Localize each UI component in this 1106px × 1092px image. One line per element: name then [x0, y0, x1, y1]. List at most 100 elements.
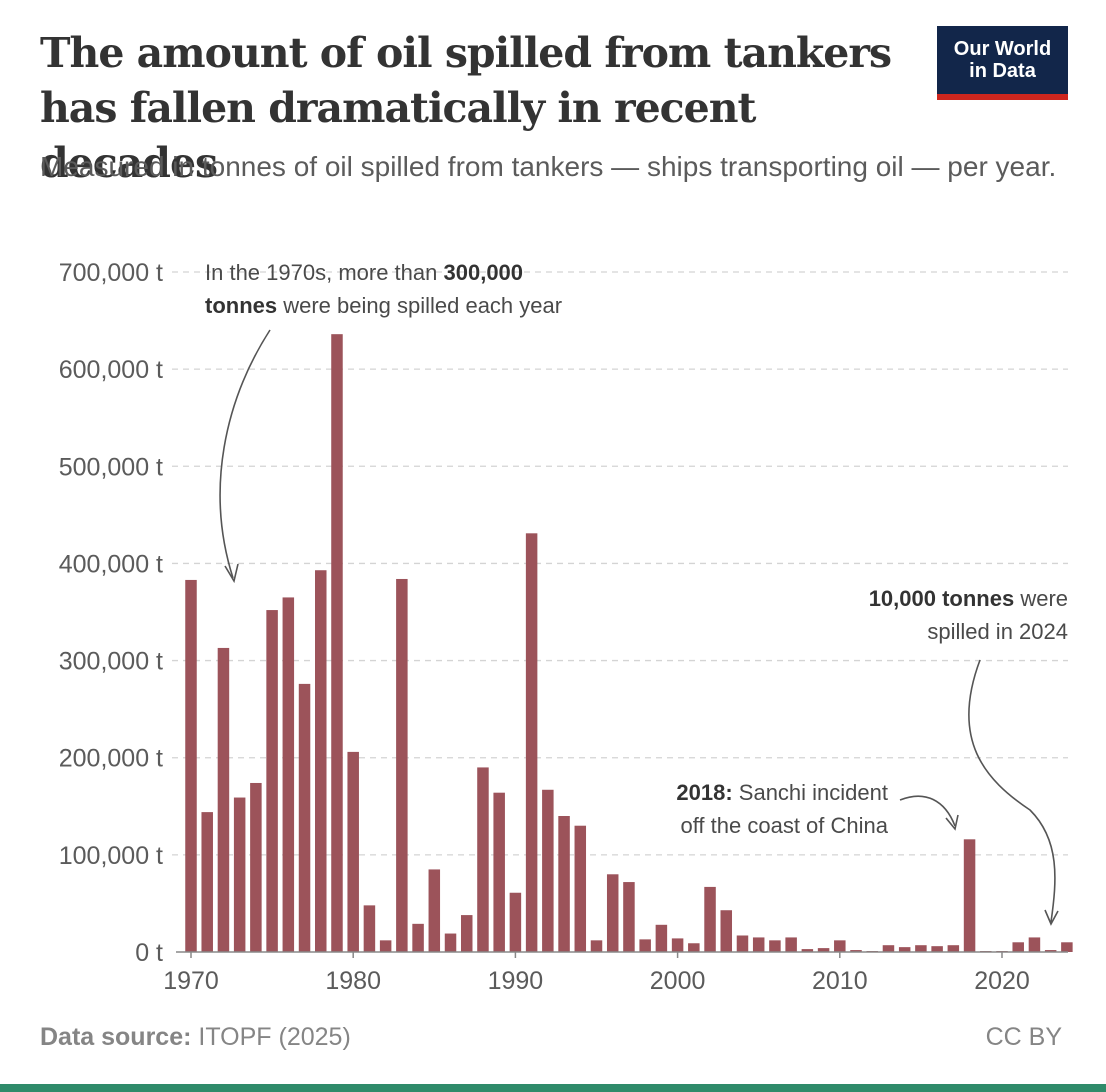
bar-2008[interactable] [801, 949, 814, 952]
bar-1993[interactable] [558, 816, 570, 952]
annotation-2018-line2: off the coast of China [680, 813, 888, 838]
x-tick-label: 2000 [650, 967, 706, 995]
bar-2018[interactable] [963, 839, 976, 952]
annotation-2024-arrowhead [1044, 909, 1059, 926]
bar-1982[interactable] [379, 940, 392, 952]
bar-2014[interactable] [898, 947, 911, 952]
annotation-2024-arrow [968, 659, 1056, 923]
annotation-1970s-arrowhead [224, 563, 239, 584]
bar-2000[interactable] [671, 938, 684, 952]
annotation-2018-arrow [899, 795, 956, 827]
annotations: In the 1970s, more than 300,000 tonnes w… [205, 260, 1068, 926]
y-axis-ticks: 0 t 100,000 t 200,000 t 300,000 t 400,000 t 5… [59, 259, 163, 967]
annotation-2018-bold: 2018: [676, 780, 732, 805]
y-tick-label: 200,000 t [59, 745, 163, 773]
bars [185, 334, 1073, 952]
annotation-2018-arrowhead [945, 814, 959, 831]
owid-logo[interactable]: Our World in Data [937, 26, 1068, 100]
data-source: Data source: ITOPF (2025) [40, 1023, 351, 1052]
bar-1986[interactable] [444, 933, 457, 952]
bar-2003[interactable] [720, 910, 733, 952]
y-tick-label: 400,000 t [59, 550, 163, 578]
bar-2016[interactable] [931, 946, 943, 952]
y-tick-label: 500,000 t [59, 453, 163, 481]
logo-line-2: in Data [969, 60, 1036, 82]
bar-1980[interactable] [347, 751, 359, 952]
bar-1988[interactable] [477, 767, 489, 952]
bar-1977[interactable] [298, 683, 311, 952]
annotation-2024-bold: 10,000 tonnes [869, 586, 1015, 611]
annotation-1970s-bold-number: 300,000 [444, 260, 524, 285]
bar-1989[interactable] [493, 792, 505, 952]
bar-1976[interactable] [282, 597, 295, 952]
chart-title: The amount of oil spilled from tankers h… [40, 29, 892, 187]
bar-2010[interactable] [834, 940, 846, 952]
bar-1970[interactable] [185, 579, 197, 952]
footer-accent-bar [0, 1084, 1106, 1092]
bar-2006[interactable] [769, 940, 781, 952]
bar-1995[interactable] [590, 940, 603, 952]
annotation-1970s-line2: tonnes were being spilled each year [205, 293, 562, 318]
bar-2011[interactable] [850, 950, 862, 952]
bar-2022[interactable] [1028, 937, 1041, 952]
annotation-1970s-text-2: were being spilled each year [277, 293, 562, 318]
bar-2009[interactable] [817, 948, 830, 952]
bar-2013[interactable] [882, 945, 895, 952]
y-tick-label: 0 t [135, 939, 163, 967]
bar-2001[interactable] [688, 943, 700, 952]
bar-1998[interactable] [639, 939, 651, 952]
annotation-2018-text: Sanchi incident [733, 780, 888, 805]
annotation-2024-line2: spilled in 2024 [927, 619, 1068, 644]
x-tick-label: 1990 [488, 967, 544, 995]
bar-1979[interactable] [331, 334, 343, 952]
bar-2024[interactable] [1061, 942, 1073, 952]
x-tick-label: 2010 [812, 967, 868, 995]
annotation-1970s-line1: In the 1970s, more than 300,000 [205, 260, 523, 285]
bar-1971[interactable] [201, 812, 213, 952]
x-axis: 1970 1980 1990 2000 2010 2020 [163, 951, 1068, 995]
bar-1990[interactable] [509, 892, 522, 952]
x-tick-label: 1980 [325, 967, 381, 995]
bar-1999[interactable] [655, 924, 668, 952]
bar-1974[interactable] [250, 782, 262, 952]
bar-2005[interactable] [752, 937, 765, 952]
logo-line-1: Our World [953, 38, 1052, 60]
bar-1997[interactable] [623, 882, 635, 952]
bar-1983[interactable] [396, 578, 408, 952]
bar-1984[interactable] [412, 923, 424, 952]
x-tick-label: 2020 [974, 967, 1030, 995]
bar-1992[interactable] [542, 789, 554, 952]
bar-2017[interactable] [947, 945, 960, 952]
license-link[interactable]: CC BY [985, 1023, 1062, 1051]
chart-subtitle: Measured in tonnes of oil spilled from t… [40, 151, 1057, 182]
annotation-2024-text: were [1014, 586, 1068, 611]
bar-1975[interactable] [266, 610, 278, 952]
annotation-1970s-arrow [219, 329, 271, 579]
y-tick-label: 600,000 t [59, 356, 163, 384]
bar-2007[interactable] [785, 937, 797, 952]
bar-1994[interactable] [574, 825, 587, 952]
y-tick-label: 700,000 t [59, 259, 163, 287]
bar-1978[interactable] [315, 570, 327, 952]
bar-2015[interactable] [915, 945, 927, 952]
annotation-2024-line1: 10,000 tonnes were [869, 586, 1068, 611]
annotation-1970s-bold-unit: tonnes [205, 293, 277, 318]
bar-1973[interactable] [233, 797, 246, 952]
bar-1981[interactable] [363, 905, 376, 952]
annotation-2018-line1: 2018: Sanchi incident [676, 780, 888, 805]
annotation-1970s-text: In the 1970s, more than [205, 260, 444, 285]
bar-1996[interactable] [606, 874, 619, 952]
bar-1972[interactable] [217, 647, 230, 952]
bar-2021[interactable] [1012, 942, 1024, 952]
bar-2023[interactable] [1044, 950, 1057, 952]
y-tick-label: 100,000 t [59, 842, 163, 870]
bar-2004[interactable] [736, 935, 749, 952]
x-tick-label: 1970 [163, 967, 219, 995]
data-source-label: Data source: [40, 1023, 192, 1051]
bar-2002[interactable] [704, 886, 716, 952]
data-source-value[interactable]: ITOPF (2025) [198, 1023, 351, 1051]
bar-1987[interactable] [460, 915, 473, 952]
bar-1991[interactable] [525, 533, 538, 952]
bar-1985[interactable] [428, 869, 441, 952]
bar-chart: 0 t 100,000 t 200,000 t 300,000 t 400,000 t 5… [59, 259, 1073, 995]
